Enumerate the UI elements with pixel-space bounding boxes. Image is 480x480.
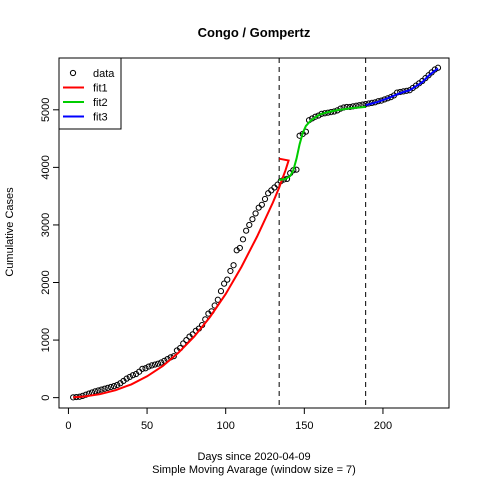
data-point: [82, 391, 89, 398]
chart-title: Congo / Gompertz: [198, 25, 311, 40]
data-point: [183, 336, 190, 344]
x-tick-label: 50: [141, 420, 153, 432]
data-point: [126, 373, 133, 381]
x-tick-label: 150: [295, 420, 313, 432]
data-point: [151, 361, 159, 368]
plot-frame: [58, 57, 450, 409]
data-point: [230, 262, 237, 269]
data-point: [101, 385, 108, 392]
x-tick-label: 100: [217, 420, 235, 432]
data-point: [154, 360, 162, 367]
x-tick-label: 0: [65, 420, 71, 432]
data-point: [261, 195, 269, 203]
legend-label: data: [93, 68, 115, 80]
data-point: [221, 280, 228, 287]
data-point: [243, 227, 250, 234]
data-point: [434, 64, 442, 71]
data-point: [214, 296, 221, 303]
y-tick-label: 2000: [40, 270, 52, 294]
data-point: [217, 288, 225, 295]
legend-marker: [69, 69, 77, 77]
x-axis-label: Days since 2020-04-09: [197, 451, 310, 463]
data-point: [224, 276, 231, 283]
legend: data fit1 fit2 fit3: [58, 57, 122, 130]
data-point: [145, 363, 152, 370]
data-point: [158, 359, 165, 366]
data-point: [148, 362, 155, 369]
data-point: [114, 381, 121, 389]
legend-box: [58, 57, 122, 130]
y-tick-label: 0: [40, 395, 52, 401]
data-point: [227, 267, 234, 275]
legend-label: fit2: [93, 97, 108, 109]
data-point: [249, 216, 256, 223]
legend-label: fit3: [93, 112, 108, 124]
x-axis-sublabel: Simple Moving Avarage (window size = 7): [152, 464, 356, 476]
data-point: [98, 386, 105, 393]
plot-area: [70, 58, 442, 408]
data-point: [95, 387, 102, 394]
y-tick-label: 5000: [40, 98, 52, 122]
y-tick-label: 1000: [40, 328, 52, 352]
data-point: [104, 384, 111, 391]
data-point: [139, 365, 146, 372]
data-point: [252, 210, 259, 217]
y-axis-label: Cumulative Cases: [4, 187, 16, 277]
data-point: [346, 103, 354, 111]
data-point: [246, 221, 253, 229]
x-tick-label: 200: [374, 420, 392, 432]
y-tick-label: 4000: [40, 155, 52, 179]
fit3-line: [365, 67, 439, 107]
data-point: [110, 383, 118, 390]
data-point: [123, 375, 130, 382]
data-point: [236, 244, 243, 252]
y-tick-label: 3000: [40, 213, 52, 237]
fit2-line: [279, 105, 366, 181]
data-point: [315, 112, 322, 119]
data-point: [258, 201, 265, 208]
data-point: [107, 383, 114, 391]
data-point: [129, 372, 137, 379]
data-point: [142, 365, 149, 372]
legend-label: fit1: [93, 83, 108, 95]
data-point: [180, 340, 187, 347]
data-point: [170, 353, 177, 360]
data-point: [239, 236, 247, 243]
